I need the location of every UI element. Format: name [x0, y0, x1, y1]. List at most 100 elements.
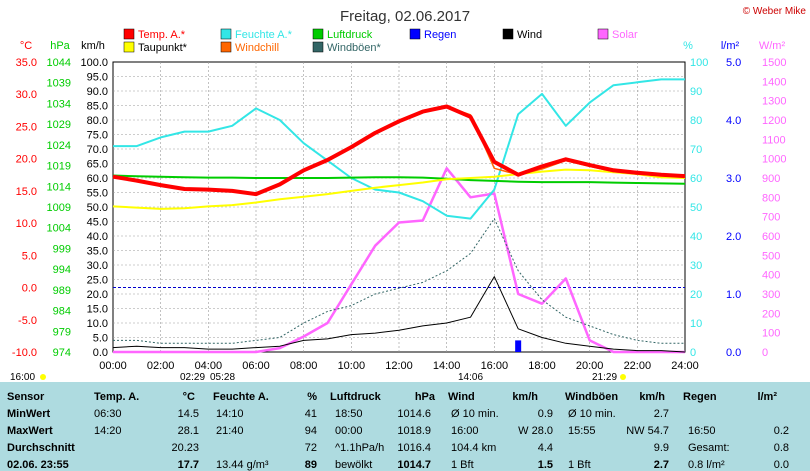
tick-solar: 100 — [762, 328, 780, 340]
tick-solar: 300 — [762, 289, 780, 301]
axis-unit-humidity: % — [683, 40, 693, 52]
tick-pressure: 1044 — [47, 57, 71, 69]
stats-cell: 104.4 km — [451, 442, 497, 454]
copyright: © Weber Mike — [743, 6, 807, 17]
stats-header: km/h — [639, 391, 665, 403]
legend-swatch — [312, 28, 324, 40]
tick-pressure: 1014 — [47, 181, 71, 193]
stats-header: Windböen — [565, 391, 619, 403]
axis-unit-temp: °C — [20, 40, 32, 52]
legend-label: Taupunkt* — [138, 42, 188, 54]
tick-solar: 1400 — [762, 76, 786, 88]
stats-table: Sensor Temp. A. °C Feuchte A.% Luftdruck hPa W… — [0, 382, 810, 471]
tick-wind: 5.0 — [93, 333, 108, 345]
tick-temp: -10.0 — [12, 347, 37, 359]
stats-header: % — [307, 391, 317, 403]
tick-time: 16:00 — [481, 360, 509, 372]
stats-cell: 20.23 — [171, 442, 199, 454]
stats-row-label: Durchschnitt — [7, 442, 75, 454]
stats-cell: 00:00 — [335, 425, 363, 437]
time-markers: 16:00 02:29 05:28 14:06 21:29 — [10, 372, 626, 382]
tick-wind: 0.0 — [93, 347, 108, 359]
stats-cell: 1.5 — [537, 459, 553, 471]
time-marker: 21:29 — [592, 372, 617, 382]
legend-label: Temp. A.* — [138, 29, 186, 41]
tick-time: 18:00 — [528, 360, 556, 372]
sun-icon — [40, 374, 46, 380]
series-wind — [112, 276, 686, 353]
tick-humidity: 50 — [690, 202, 702, 214]
tick-wind: 80.0 — [87, 115, 108, 127]
tick-wind: 45.0 — [87, 217, 108, 229]
stats-cell: 2.7 — [653, 408, 669, 420]
tick-wind: 35.0 — [87, 246, 108, 258]
stats-header: hPa — [414, 391, 435, 403]
rain-bar — [515, 340, 522, 352]
axis-unit-rain: l/m² — [721, 40, 740, 52]
stats-cell: 16:50 — [688, 425, 716, 437]
stats-cell: 1 Bft — [451, 459, 474, 471]
stats-cell: 1018.9 — [397, 425, 431, 437]
stats-header: l/m² — [757, 391, 777, 403]
axis-unit-solar: W/m² — [759, 40, 786, 52]
tick-solar: 500 — [762, 250, 780, 262]
stats-cell: 21:40 — [216, 425, 244, 437]
tick-pressure: 1019 — [47, 161, 71, 173]
tick-time: 20:00 — [576, 360, 604, 372]
legend-swatch — [502, 28, 514, 40]
tick-temp: 0.0 — [22, 283, 37, 295]
tick-wind: 100.0 — [80, 57, 108, 69]
tick-solar: 1200 — [762, 115, 786, 127]
tick-pressure: 1034 — [47, 98, 71, 110]
tick-humidity: 70 — [690, 144, 702, 156]
tick-solar: 200 — [762, 308, 780, 320]
tick-wind: 30.0 — [87, 260, 108, 272]
tick-wind: 60.0 — [87, 173, 108, 185]
tick-time: 04:00 — [195, 360, 223, 372]
stats-cell: 15:55 — [568, 425, 596, 437]
legend-swatch — [123, 28, 135, 40]
sun-icon — [620, 374, 626, 380]
stats-header: km/h — [512, 391, 538, 403]
tick-temp: 10.0 — [16, 218, 37, 230]
stats-header: Feuchte A. — [213, 391, 269, 403]
stats-row-label: 02.06. 23:55 — [7, 459, 69, 471]
stats-cell: 18:50 — [335, 408, 363, 420]
tick-pressure: 1029 — [47, 119, 71, 131]
tick-pressure: 1039 — [47, 78, 71, 90]
stats-cell: NW 54.7 — [626, 425, 669, 437]
legend-label: Windböen* — [327, 42, 382, 54]
tick-wind: 85.0 — [87, 101, 108, 113]
legend-swatch — [409, 28, 421, 40]
stats-cell: 72 — [304, 442, 317, 454]
tick-rain: 3.0 — [726, 173, 741, 185]
tick-pressure: 984 — [53, 306, 71, 318]
stats-cell: 28.1 — [177, 425, 199, 437]
tick-pressure: 994 — [53, 264, 71, 276]
axis-unit-wind: km/h — [81, 40, 105, 52]
stats-cell: Gesamt: — [688, 442, 730, 454]
tick-solar: 1100 — [762, 134, 786, 146]
stats-header: Sensor — [7, 391, 45, 403]
tick-time: 24:00 — [671, 360, 699, 372]
stats-cell: 0.2 — [773, 425, 789, 437]
tick-pressure: 1004 — [47, 223, 71, 235]
tick-wind: 10.0 — [87, 318, 108, 330]
legend-label: Luftdruck — [327, 29, 373, 41]
tick-rain: 5.0 — [726, 57, 741, 69]
tick-humidity: 20 — [690, 289, 702, 301]
stats-cell: 14.5 — [177, 408, 199, 420]
tick-time: 22:00 — [624, 360, 652, 372]
tick-time: 10:00 — [338, 360, 366, 372]
time-marker: 16:00 — [10, 372, 35, 382]
stats-cell: bewölkt — [335, 459, 373, 471]
stats-cell: 41 — [304, 408, 317, 420]
tick-time: 08:00 — [290, 360, 318, 372]
stats-cell: Ø 10 min. — [568, 408, 616, 420]
stats-cell: 14:10 — [216, 408, 244, 420]
stats-cell: 06:30 — [94, 408, 122, 420]
tick-pressure: 974 — [53, 347, 71, 359]
tick-solar: 800 — [762, 192, 780, 204]
tick-temp: 15.0 — [16, 186, 37, 198]
tick-temp: 30.0 — [16, 89, 37, 101]
